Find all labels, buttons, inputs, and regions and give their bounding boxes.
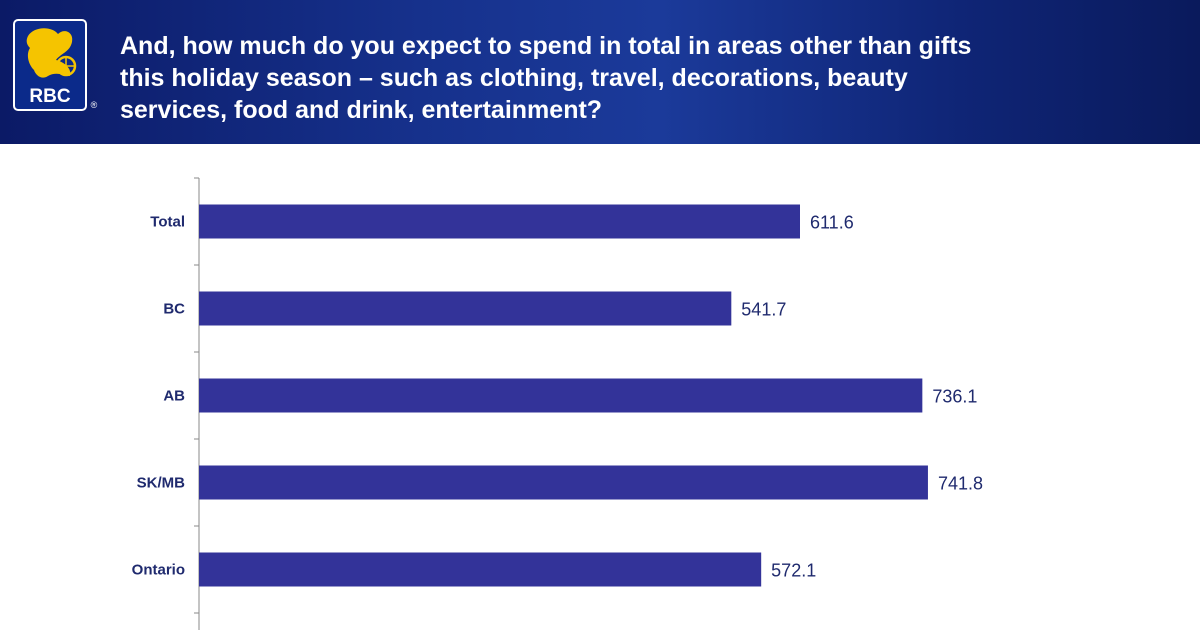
header-banner: RBC ® And, how much do you expect to spe… xyxy=(0,0,1200,144)
bar xyxy=(199,291,732,326)
bar xyxy=(199,465,928,500)
data-label: 611.6 xyxy=(810,213,854,233)
data-label: 736.1 xyxy=(932,387,977,407)
category-label: BC xyxy=(163,301,185,318)
category-label: AB xyxy=(163,388,185,405)
question-line: And, how much do you expect to spend in … xyxy=(120,32,972,60)
category-label: Total xyxy=(150,214,185,231)
bar xyxy=(199,378,923,413)
bar-chart: Total 611.6 BC 541.7 AB 736.1 SK/MB 741.8 Ontari… xyxy=(132,177,983,630)
bar xyxy=(199,552,762,587)
lion-icon xyxy=(26,28,77,78)
data-label: 572.1 xyxy=(771,561,816,581)
category-label: Ontario xyxy=(132,562,185,579)
data-label: 741.8 xyxy=(938,474,983,494)
question-line: services, food and drink, entertainment? xyxy=(120,96,603,124)
rbc-logo: RBC ® xyxy=(13,19,98,111)
bar xyxy=(199,204,800,239)
registered-mark: ® xyxy=(91,100,98,110)
category-label: SK/MB xyxy=(137,475,186,492)
question-line: this holiday season – such as clothing, … xyxy=(120,64,908,92)
logo-text: RBC xyxy=(29,86,70,107)
data-label: 541.7 xyxy=(741,300,786,320)
survey-question: And, how much do you expect to spend in … xyxy=(120,30,1180,126)
